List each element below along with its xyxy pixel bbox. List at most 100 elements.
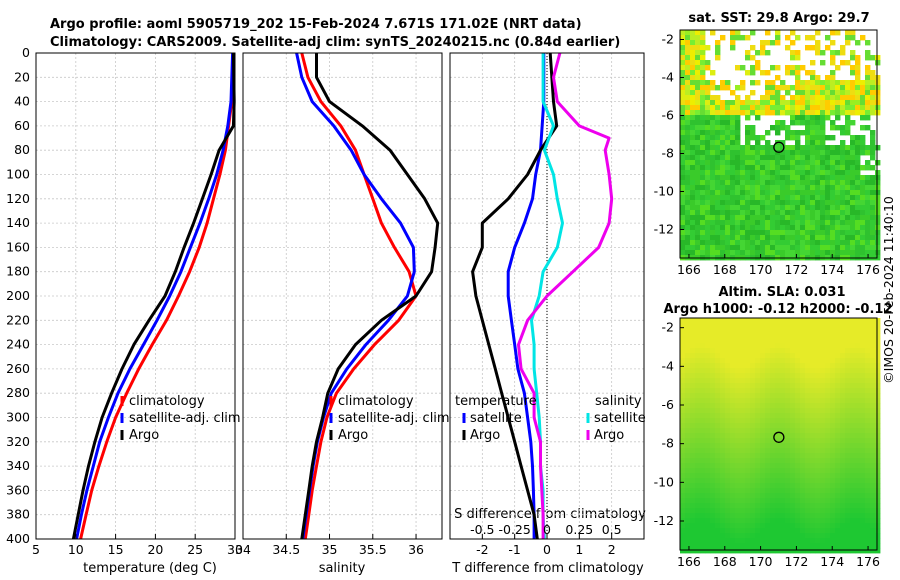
map-cell bbox=[690, 100, 696, 106]
map-cell bbox=[875, 378, 881, 384]
map-cell bbox=[760, 40, 766, 46]
map-cell bbox=[835, 250, 841, 256]
map-cell bbox=[695, 220, 701, 226]
map-cell bbox=[815, 543, 821, 549]
map-cell bbox=[765, 468, 771, 474]
map-cell bbox=[710, 205, 716, 211]
map-cell bbox=[710, 513, 716, 519]
map-cell bbox=[860, 245, 866, 251]
map-cell bbox=[705, 225, 711, 231]
map-cell bbox=[870, 363, 876, 369]
map-cell bbox=[845, 378, 851, 384]
map-cell bbox=[825, 393, 831, 399]
map-cell bbox=[735, 533, 741, 539]
map-cell bbox=[685, 70, 691, 76]
map-cell bbox=[795, 110, 801, 116]
map-cell bbox=[810, 393, 816, 399]
map-cell bbox=[805, 135, 811, 141]
map-cell bbox=[780, 145, 786, 151]
map-cell bbox=[695, 65, 701, 71]
map-cell bbox=[745, 518, 751, 524]
map-cell bbox=[730, 358, 736, 364]
map-cell bbox=[810, 60, 816, 66]
map-cell bbox=[775, 215, 781, 221]
map-cell bbox=[740, 403, 746, 409]
map-cell bbox=[775, 105, 781, 111]
map-cell bbox=[730, 100, 736, 106]
map-cell bbox=[860, 358, 866, 364]
map-cell bbox=[835, 438, 841, 444]
map-cell bbox=[795, 358, 801, 364]
map-cell bbox=[840, 488, 846, 494]
map-cell bbox=[850, 548, 856, 554]
map-cell bbox=[795, 130, 801, 136]
map-cell bbox=[695, 45, 701, 51]
map-cell bbox=[865, 40, 871, 46]
map-cell bbox=[745, 160, 751, 166]
map-cell bbox=[855, 180, 861, 186]
map-cell bbox=[780, 463, 786, 469]
map-cell bbox=[795, 175, 801, 181]
map-cell bbox=[750, 150, 756, 156]
map-cell bbox=[725, 493, 731, 499]
map-cell bbox=[810, 80, 816, 86]
map-cell bbox=[740, 453, 746, 459]
map-cell bbox=[790, 230, 796, 236]
map-cell bbox=[715, 175, 721, 181]
map-cell bbox=[825, 548, 831, 554]
map-cell bbox=[860, 523, 866, 529]
map-cell bbox=[755, 538, 761, 544]
map-cell bbox=[865, 175, 871, 181]
map-cell bbox=[825, 523, 831, 529]
map-cell bbox=[735, 110, 741, 116]
map-cell bbox=[725, 140, 731, 146]
map-cell bbox=[875, 508, 881, 514]
map-cell bbox=[695, 170, 701, 176]
map-cell bbox=[875, 413, 881, 419]
map-cell bbox=[810, 85, 816, 91]
map-cell bbox=[780, 398, 786, 404]
map-cell bbox=[810, 458, 816, 464]
map-cell bbox=[865, 95, 871, 101]
map-cell bbox=[775, 393, 781, 399]
map-cell bbox=[765, 508, 771, 514]
map-cell bbox=[795, 548, 801, 554]
map-cell bbox=[825, 378, 831, 384]
map-cell bbox=[830, 105, 836, 111]
map-cell bbox=[865, 448, 871, 454]
map-cell bbox=[715, 488, 721, 494]
map-cell bbox=[775, 503, 781, 509]
map-cell bbox=[710, 503, 716, 509]
map-cell bbox=[720, 383, 726, 389]
map-cell bbox=[845, 508, 851, 514]
map-cell bbox=[805, 180, 811, 186]
map-cell bbox=[765, 170, 771, 176]
x-tick-label: 176 bbox=[856, 262, 880, 277]
map-cell bbox=[850, 533, 856, 539]
map-cell bbox=[815, 30, 821, 36]
map-cell bbox=[705, 388, 711, 394]
map-cell bbox=[800, 513, 806, 519]
map-cell bbox=[805, 528, 811, 534]
map-cell bbox=[790, 40, 796, 46]
map-cell bbox=[735, 140, 741, 146]
map-cell bbox=[810, 150, 816, 156]
map-cell bbox=[805, 170, 811, 176]
map-cell bbox=[870, 220, 876, 226]
map-cell bbox=[760, 235, 766, 241]
map-cell bbox=[830, 538, 836, 544]
map-cell bbox=[845, 30, 851, 36]
map-cell bbox=[865, 523, 871, 529]
depth-tick-label: 280 bbox=[6, 385, 30, 400]
map-cell bbox=[830, 90, 836, 96]
map-cell bbox=[875, 170, 881, 176]
series-line-climatology bbox=[79, 52, 235, 540]
map-cell bbox=[720, 110, 726, 116]
map-cell bbox=[840, 543, 846, 549]
map-cell bbox=[750, 523, 756, 529]
map-cell bbox=[715, 498, 721, 504]
map-cell bbox=[735, 373, 741, 379]
map-cell bbox=[835, 95, 841, 101]
map-cell bbox=[875, 388, 881, 394]
map-cell bbox=[740, 348, 746, 354]
